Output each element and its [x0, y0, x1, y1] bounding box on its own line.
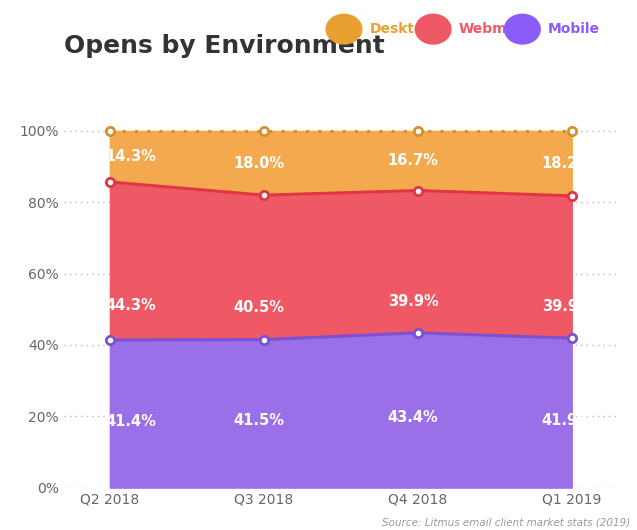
- Text: Desktop: Desktop: [369, 22, 434, 36]
- Text: 41.9%: 41.9%: [541, 413, 592, 428]
- Text: 44.3%: 44.3%: [105, 298, 156, 313]
- Text: Webmail: Webmail: [459, 22, 526, 36]
- Text: 40.5%: 40.5%: [234, 301, 285, 315]
- Text: 16.7%: 16.7%: [388, 153, 439, 168]
- Text: 43.4%: 43.4%: [388, 410, 438, 426]
- Text: 18.0%: 18.0%: [234, 156, 285, 171]
- Text: 41.4%: 41.4%: [105, 413, 156, 429]
- Text: Mobile: Mobile: [548, 22, 600, 36]
- Text: Opens by Environment: Opens by Environment: [64, 34, 385, 58]
- Text: 39.9%: 39.9%: [541, 299, 592, 314]
- Text: Source: Litmus email client market stats (2019): Source: Litmus email client market stats…: [382, 517, 631, 527]
- Text: 41.5%: 41.5%: [234, 413, 285, 428]
- Text: 39.9%: 39.9%: [388, 294, 438, 309]
- Text: 14.3%: 14.3%: [105, 149, 156, 164]
- Text: 18.2%: 18.2%: [541, 156, 592, 171]
